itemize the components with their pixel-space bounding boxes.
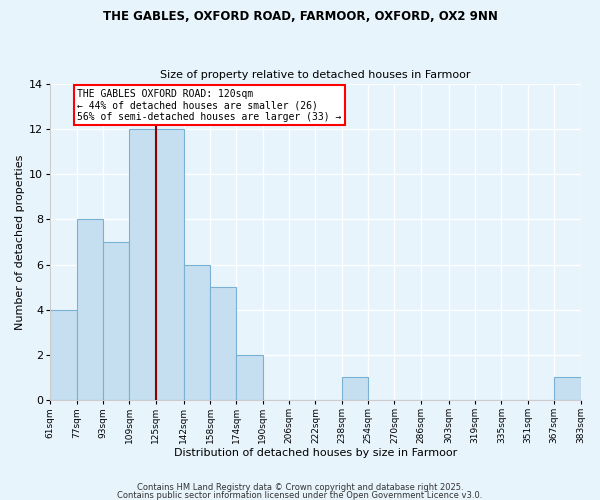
Text: THE GABLES, OXFORD ROAD, FARMOOR, OXFORD, OX2 9NN: THE GABLES, OXFORD ROAD, FARMOOR, OXFORD… [103, 10, 497, 23]
Bar [50, 310, 77, 400]
Bar [236, 355, 263, 400]
Bar [210, 287, 236, 400]
Text: Contains HM Land Registry data © Crown copyright and database right 2025.: Contains HM Land Registry data © Crown c… [137, 484, 463, 492]
Bar [342, 378, 368, 400]
Text: Contains public sector information licensed under the Open Government Licence v3: Contains public sector information licen… [118, 490, 482, 500]
Bar [129, 129, 155, 400]
Text: THE GABLES OXFORD ROAD: 120sqm
← 44% of detached houses are smaller (26)
56% of : THE GABLES OXFORD ROAD: 120sqm ← 44% of … [77, 88, 342, 122]
Y-axis label: Number of detached properties: Number of detached properties [15, 154, 25, 330]
Bar [554, 378, 581, 400]
Bar [155, 129, 184, 400]
X-axis label: Distribution of detached houses by size in Farmoor: Distribution of detached houses by size … [174, 448, 457, 458]
Title: Size of property relative to detached houses in Farmoor: Size of property relative to detached ho… [160, 70, 470, 81]
Bar [103, 242, 129, 400]
Bar [184, 264, 210, 400]
Bar [77, 220, 103, 400]
